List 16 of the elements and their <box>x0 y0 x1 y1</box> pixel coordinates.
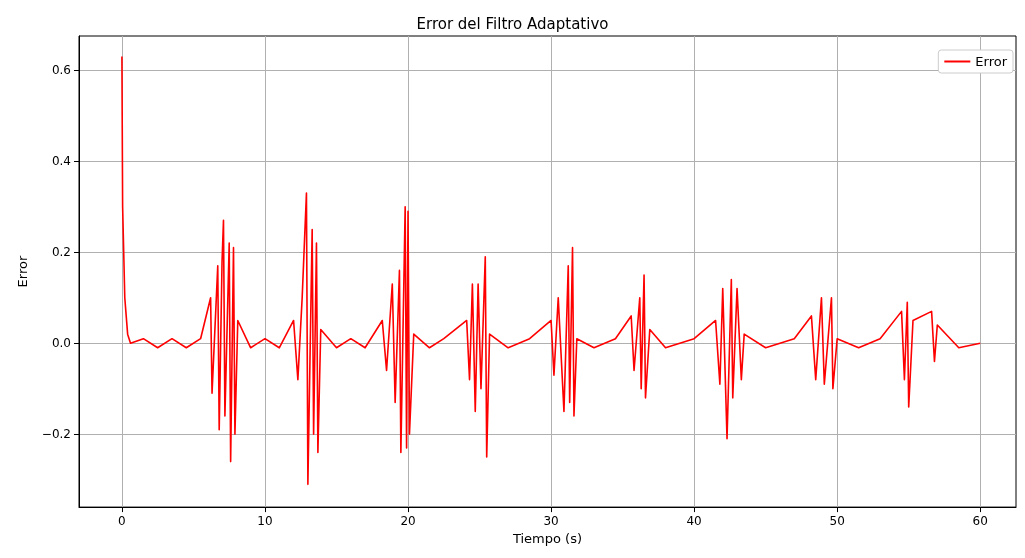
x-tick-label: 40 <box>686 514 702 529</box>
x-axis-title: Tiempo (s) <box>511 531 583 546</box>
legend-label: Error <box>975 54 1008 69</box>
x-tick-label: 30 <box>543 514 559 529</box>
chart-title: Error del Filtro Adaptativo <box>416 14 609 33</box>
x-tick-label: 0 <box>118 514 126 529</box>
y-tick-label: 0.6 <box>51 63 71 78</box>
x-tick-label: 60 <box>972 514 988 529</box>
x-tick-label: 50 <box>829 514 845 529</box>
y-axis-title: Error <box>15 255 30 288</box>
x-tick-label: 20 <box>400 514 416 529</box>
x-tick-label: 10 <box>257 514 273 529</box>
y-tick-label: 0.2 <box>51 245 71 260</box>
y-tick-label: 0.4 <box>51 154 71 169</box>
y-tick-label: 0.0 <box>51 336 71 351</box>
y-tick-label: −0.2 <box>41 427 71 442</box>
